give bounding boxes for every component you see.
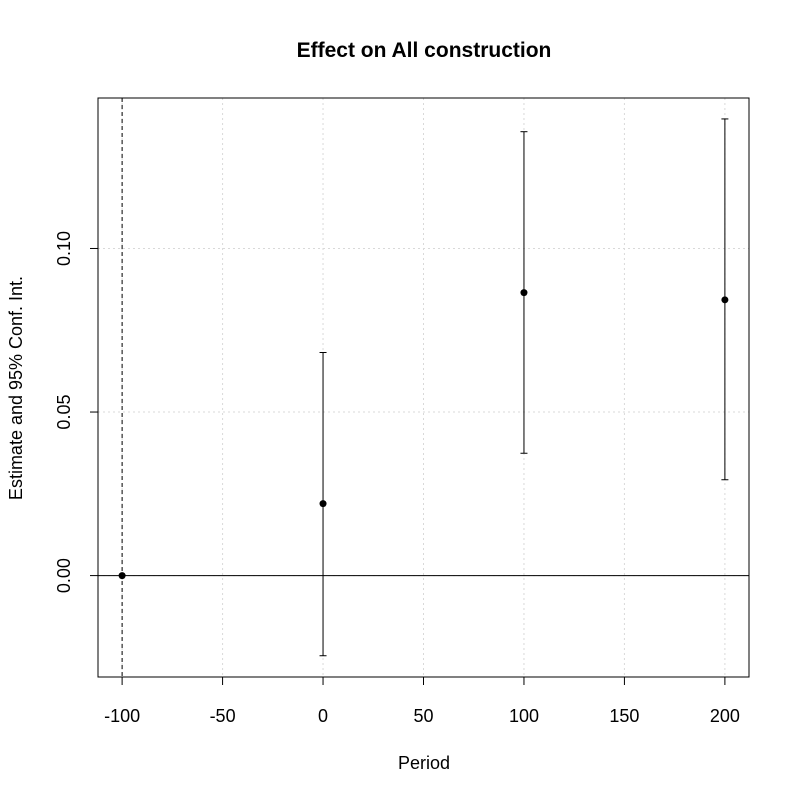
plot-frame xyxy=(97,97,750,678)
reference-lines xyxy=(98,98,749,677)
data-point xyxy=(319,500,327,508)
y-tick-label: 0.10 xyxy=(54,231,74,266)
x-tick-label: -100 xyxy=(104,706,140,726)
axis-layer: -100 -50 0 50 100 150 200 0.00 0.05 0.10 xyxy=(54,231,740,726)
data-point xyxy=(118,572,126,580)
y-tick-label: 0.05 xyxy=(54,395,74,430)
y-axis-label: Estimate and 95% Conf. Int. xyxy=(6,276,26,500)
x-tick-label: 100 xyxy=(509,706,539,726)
x-tick-label: -50 xyxy=(210,706,236,726)
data-point xyxy=(721,296,729,304)
x-axis-label: Period xyxy=(398,753,450,773)
x-tick-label: 0 xyxy=(318,706,328,726)
x-tick-label: 200 xyxy=(710,706,740,726)
chart-title: Effect on All construction xyxy=(297,39,552,62)
data-layer xyxy=(118,118,729,657)
x-tick-label: 50 xyxy=(413,706,433,726)
grid-layer xyxy=(98,98,749,677)
x-tick-label: 150 xyxy=(609,706,639,726)
y-tick-label: 0.00 xyxy=(54,558,74,593)
data-point xyxy=(520,289,528,297)
